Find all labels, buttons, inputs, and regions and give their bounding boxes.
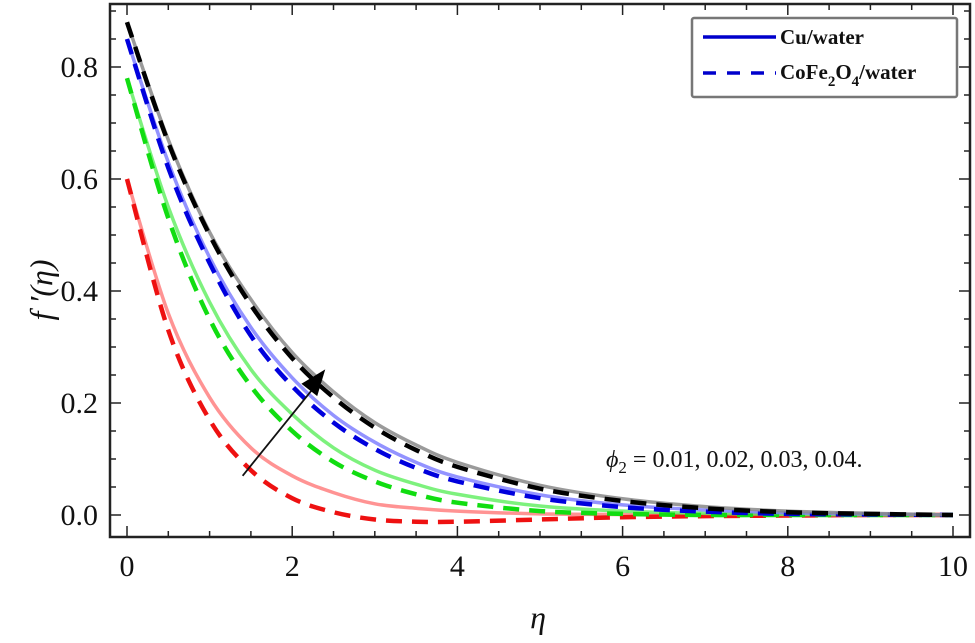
x-tick-label: 2 xyxy=(285,550,300,583)
y-tick-label: 0.0 xyxy=(61,499,99,532)
y-axis-title: f ′(η) xyxy=(23,259,59,320)
x-tick-label: 4 xyxy=(450,550,465,583)
y-tick-label: 0.6 xyxy=(61,163,99,196)
arrow-shaft xyxy=(241,382,318,477)
plot-curves xyxy=(124,21,954,525)
legend-label-cofe2o4-water: CoFe2O4/water xyxy=(780,60,916,90)
arrow-head-icon xyxy=(301,369,326,397)
y-tick-label: 0.2 xyxy=(61,387,99,420)
legend-label-cu-water: Cu/water xyxy=(780,25,864,49)
x-tick-label: 0 xyxy=(120,550,135,583)
series-curve-7 xyxy=(124,21,954,518)
x-tick-label: 6 xyxy=(615,550,630,583)
y-tick-label: 0.8 xyxy=(61,51,99,84)
y-tick-labels: 0.0 0.2 0.4 0.6 0.8 xyxy=(61,51,99,532)
plot-frame xyxy=(108,2,972,539)
phi2-annotation: ϕ2 = 0.01, 0.02, 0.03, 0.04. xyxy=(606,447,862,477)
x-tick-label: 8 xyxy=(780,550,795,583)
x-tick-labels: 0 2 4 6 8 10 xyxy=(120,550,969,583)
x-tick-label: 10 xyxy=(938,550,968,583)
trend-arrow xyxy=(241,369,326,477)
x-axis-title: η xyxy=(530,599,546,635)
series-curve-1 xyxy=(124,178,954,525)
legend: Cu/water CoFe2O4/water xyxy=(690,16,959,99)
y-tick-label: 0.4 xyxy=(61,275,99,308)
